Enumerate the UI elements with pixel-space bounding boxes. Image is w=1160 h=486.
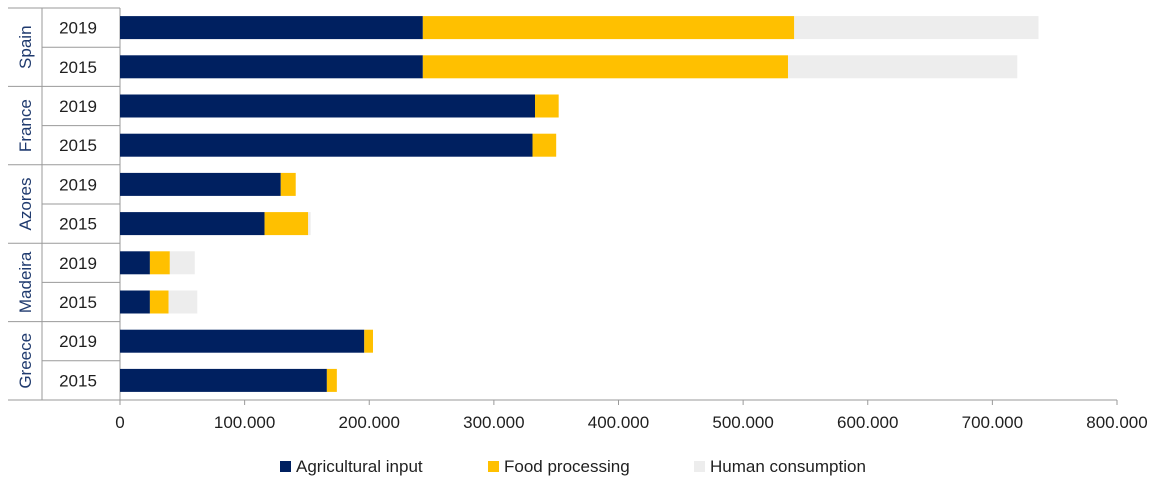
bar-segment-human-consumption xyxy=(168,290,198,314)
group-label: Greece xyxy=(16,333,35,389)
bar-segment-human-consumption xyxy=(308,212,311,236)
x-tick-label: 100.000 xyxy=(214,413,275,432)
year-label: 2019 xyxy=(59,332,97,351)
year-label: 2019 xyxy=(59,19,97,38)
bar-segment-food-processing xyxy=(326,368,337,392)
x-tick-label: 600.000 xyxy=(837,413,898,432)
group-label: France xyxy=(16,99,35,152)
legend-swatch xyxy=(488,461,499,472)
bar-segment-agricultural-input xyxy=(120,251,150,275)
legend-swatch xyxy=(280,461,291,472)
group-label: Azores xyxy=(16,178,35,231)
legend-swatch xyxy=(694,461,705,472)
bar-segment-food-processing xyxy=(422,16,795,40)
x-tick-label: 400.000 xyxy=(588,413,649,432)
year-label: 2019 xyxy=(59,97,97,116)
bar-segment-agricultural-input xyxy=(120,290,150,314)
bar-segment-food-processing xyxy=(532,133,557,157)
year-label: 2015 xyxy=(59,293,97,312)
bar-segment-human-consumption xyxy=(787,55,1018,79)
year-label: 2015 xyxy=(59,58,97,77)
bar-segment-agricultural-input xyxy=(120,368,327,392)
x-tick-label: 300.000 xyxy=(463,413,524,432)
bar-segment-agricultural-input xyxy=(120,55,423,79)
bar-segment-human-consumption xyxy=(794,16,1039,40)
bar-segment-food-processing xyxy=(149,290,169,314)
x-tick-label: 500.000 xyxy=(712,413,773,432)
year-label: 2019 xyxy=(59,175,97,194)
x-tick-label: 0 xyxy=(115,413,124,432)
year-label: 2015 xyxy=(59,215,97,234)
bar-segment-food-processing xyxy=(280,172,296,196)
bar-segment-food-processing xyxy=(535,94,559,118)
group-label: Madeira xyxy=(16,251,35,313)
legend-item-label: Food processing xyxy=(504,457,630,476)
x-tick-label: 200.000 xyxy=(339,413,400,432)
group-label: Spain xyxy=(16,25,35,68)
bar-segment-food-processing xyxy=(264,212,309,236)
bar-segment-agricultural-input xyxy=(120,16,423,40)
bar-segment-agricultural-input xyxy=(120,172,281,196)
bar-segment-agricultural-input xyxy=(120,329,365,353)
legend-item-label: Agricultural input xyxy=(296,457,423,476)
bar-segment-food-processing xyxy=(422,55,788,79)
bar-segment-agricultural-input xyxy=(120,94,536,118)
bar-segment-human-consumption xyxy=(169,251,195,275)
year-label: 2019 xyxy=(59,254,97,273)
x-tick-label: 800.000 xyxy=(1086,413,1147,432)
bar-segment-agricultural-input xyxy=(120,212,265,236)
year-label: 2015 xyxy=(59,136,97,155)
legend-item-label: Human consumption xyxy=(710,457,866,476)
bar-segment-agricultural-input xyxy=(120,133,533,157)
year-label: 2015 xyxy=(59,371,97,390)
x-tick-label: 700.000 xyxy=(962,413,1023,432)
bar-segment-food-processing xyxy=(364,329,373,353)
bar-segment-food-processing xyxy=(149,251,170,275)
